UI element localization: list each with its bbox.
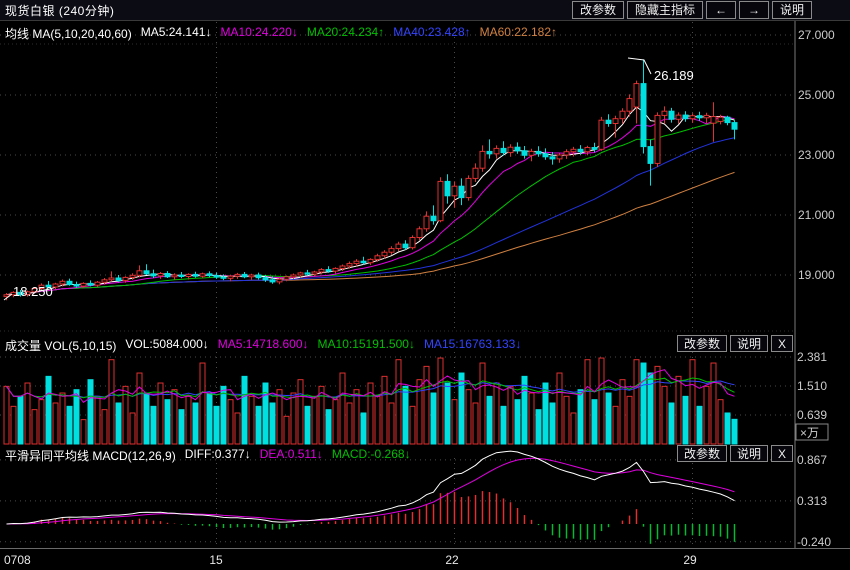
x-tick-29: 29 — [683, 553, 697, 567]
titlebar-buttons: 改参数 隐藏主指标 ← → 说明 — [571, 1, 812, 19]
x-tick-15: 15 — [209, 553, 223, 567]
macd-histogram — [12, 491, 736, 544]
svg-text:×万: ×万 — [800, 426, 819, 440]
gridlines — [0, 22, 795, 548]
edit-params-button[interactable]: 改参数 — [571, 1, 624, 19]
diff-line — [6, 450, 735, 525]
svg-text:1.510: 1.510 — [797, 379, 827, 393]
svg-text:0.639: 0.639 — [797, 408, 827, 422]
hide-main-indicator-button[interactable]: 隐藏主指标 — [626, 1, 703, 19]
svg-text:2.381: 2.381 — [797, 350, 827, 364]
candles — [3, 59, 738, 301]
price-annotations: 26.189 18.250 — [3, 57, 694, 301]
volume-help-button[interactable]: 说明 — [729, 335, 768, 352]
macd-panel-buttons: 改参数 说明 X — [676, 445, 793, 462]
volume-ma-lines — [6, 369, 735, 403]
svg-text:26.189: 26.189 — [654, 68, 694, 83]
macd-help-button[interactable]: 说明 — [729, 445, 768, 462]
x-tick-22: 22 — [445, 553, 459, 567]
svg-text:0.313: 0.313 — [797, 494, 827, 508]
volume-edit-params-button[interactable]: 改参数 — [676, 335, 727, 352]
x-axis: 0708 15 22 29 — [0, 548, 850, 570]
macd-close-button[interactable]: X — [770, 445, 793, 462]
svg-text:21.000: 21.000 — [798, 208, 835, 222]
scroll-right-button[interactable]: → — [738, 1, 769, 19]
ma-lines — [6, 106, 735, 296]
volume-bars — [3, 357, 738, 445]
volume-close-button[interactable]: X — [770, 335, 793, 352]
svg-text:23.000: 23.000 — [798, 148, 835, 162]
dea-line — [6, 457, 735, 525]
svg-text:18.250: 18.250 — [13, 284, 53, 299]
scroll-left-button[interactable]: ← — [705, 1, 736, 19]
svg-text:-0.240: -0.240 — [797, 535, 831, 549]
svg-text:27.000: 27.000 — [798, 28, 835, 42]
axis-labels: 27.000 25.000 23.000 21.000 19.000 2.381 1.510… — [795, 28, 835, 549]
svg-text:0.867: 0.867 — [797, 453, 827, 467]
volume-panel-buttons: 改参数 说明 X — [676, 335, 793, 352]
instrument-title: 现货白银 (240分钟) — [5, 3, 115, 18]
svg-text:19.000: 19.000 — [798, 268, 835, 282]
x-tick-0708: 0708 — [4, 553, 31, 567]
macd-edit-params-button[interactable]: 改参数 — [676, 445, 727, 462]
titlebar: 现货白银 (240分钟) 改参数 隐藏主指标 ← → 说明 — [0, 0, 850, 21]
svg-text:25.000: 25.000 — [798, 88, 835, 102]
help-button[interactable]: 说明 — [771, 1, 812, 19]
